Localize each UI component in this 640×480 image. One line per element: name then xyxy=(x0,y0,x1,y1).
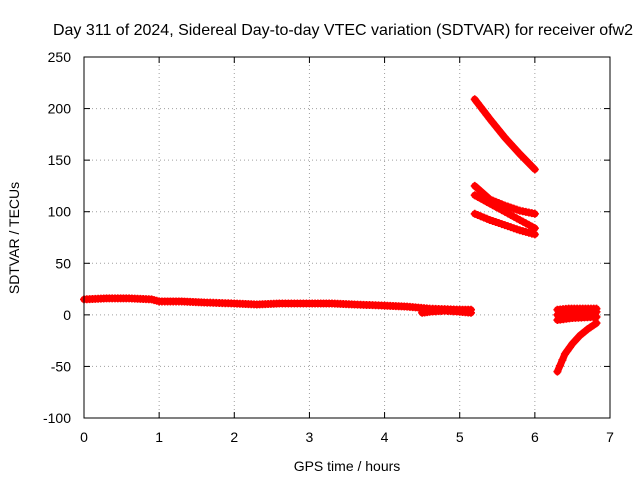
series-line xyxy=(553,319,600,376)
series-0 xyxy=(80,294,475,314)
x-tick-label: 1 xyxy=(155,429,163,445)
series-2 xyxy=(470,95,539,174)
data-point xyxy=(592,312,601,321)
data-point xyxy=(530,209,539,218)
data-point xyxy=(530,165,539,174)
y-axis-label: SDTVAR / TECUs xyxy=(6,182,22,294)
x-tick-label: 4 xyxy=(381,429,389,445)
y-tick-label: 150 xyxy=(48,152,72,168)
data-point xyxy=(553,367,562,376)
y-tick-label: 250 xyxy=(48,49,72,65)
axis-ticks: 0 1 2 3 4 5 6 7 -100 -50 0 50 100 150 200 250 xyxy=(43,49,614,445)
plot-frame xyxy=(83,56,611,419)
x-tick-label: 6 xyxy=(531,429,539,445)
chart-title: Day 311 of 2024, Sidereal Day-to-day VTE… xyxy=(53,22,633,39)
x-tick-label: 7 xyxy=(606,429,614,445)
series-5 xyxy=(470,209,539,239)
series-9 xyxy=(553,312,601,325)
series-6 xyxy=(553,319,601,376)
x-axis-label: GPS time / hours xyxy=(294,458,401,474)
x-tick-label: 5 xyxy=(456,429,464,445)
data-point xyxy=(558,355,567,364)
data-point xyxy=(592,304,601,313)
y-tick-label: -100 xyxy=(43,410,71,426)
x-tick-label: 0 xyxy=(80,429,88,445)
data-series xyxy=(80,95,601,376)
y-tick-label: 50 xyxy=(55,255,71,271)
data-point xyxy=(466,308,475,317)
data-point xyxy=(555,361,564,370)
data-point xyxy=(530,230,539,239)
x-tick-label: 3 xyxy=(306,429,314,445)
y-tick-label: 100 xyxy=(48,204,72,220)
x-tick-label: 2 xyxy=(230,429,238,445)
series-1 xyxy=(418,306,475,317)
y-tick-label: 200 xyxy=(48,101,72,117)
y-tick-label: 0 xyxy=(63,307,71,323)
series-4 xyxy=(470,191,539,233)
series-8 xyxy=(553,304,601,314)
y-tick-label: -50 xyxy=(51,358,71,374)
